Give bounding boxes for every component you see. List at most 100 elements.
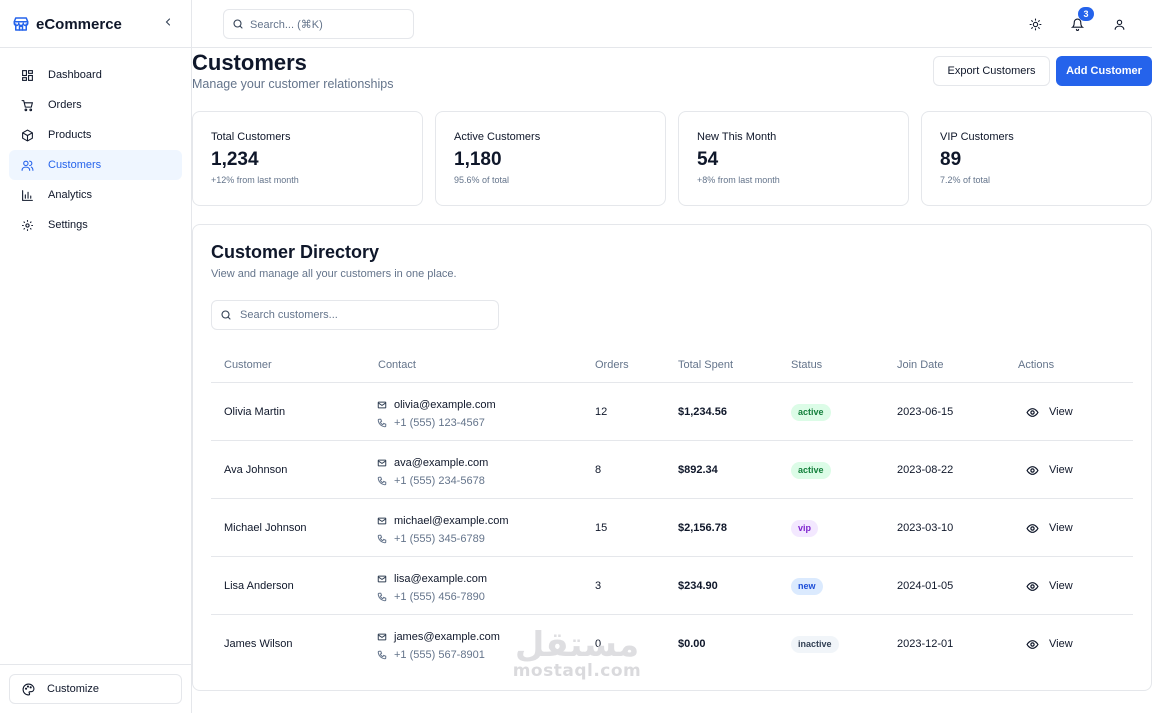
customer-email[interactable]: olivia@example.com bbox=[394, 399, 496, 411]
customer-search-input[interactable]: Search customers... bbox=[211, 300, 499, 330]
global-search-placeholder: Search... (⌘K) bbox=[250, 18, 323, 31]
stat-value: 89 bbox=[940, 149, 962, 170]
total-spent: $2,156.78 bbox=[678, 522, 727, 534]
join-date: 2023-08-22 bbox=[897, 464, 954, 476]
view-customer-button[interactable]: View bbox=[1026, 383, 1073, 441]
eye-icon bbox=[1026, 407, 1039, 417]
row-divider bbox=[211, 382, 1133, 383]
stat-note: +12% from last month bbox=[211, 175, 299, 185]
status-badge: active bbox=[791, 461, 831, 479]
column-header-status: Status bbox=[791, 359, 823, 371]
sidebar-nav: Dashboard Orders Products Customers Anal… bbox=[9, 60, 182, 240]
email-line: michael@example.com bbox=[377, 512, 509, 530]
contact-info: lisa@example.com +1 (555) 456-7890 bbox=[377, 570, 487, 606]
view-label: View bbox=[1049, 406, 1073, 418]
status-badge: inactive bbox=[791, 635, 839, 653]
stat-note: +8% from last month bbox=[697, 175, 780, 185]
notifications-button[interactable] bbox=[1069, 16, 1085, 32]
sidebar-item-label: Customers bbox=[48, 159, 102, 171]
view-label: View bbox=[1049, 580, 1073, 592]
column-header-actions: Actions bbox=[1018, 359, 1055, 371]
customer-email[interactable]: ava@example.com bbox=[394, 457, 489, 469]
view-customer-button[interactable]: View bbox=[1026, 615, 1073, 673]
customer-name: Michael Johnson bbox=[224, 522, 307, 534]
customer-email[interactable]: lisa@example.com bbox=[394, 573, 488, 585]
store-icon bbox=[13, 17, 29, 31]
sidebar-item-label: Dashboard bbox=[48, 69, 102, 81]
theme-toggle-button[interactable] bbox=[1027, 16, 1043, 32]
view-customer-button[interactable]: View bbox=[1026, 441, 1073, 499]
search-icon bbox=[221, 310, 231, 320]
customer-phone[interactable]: +1 (555) 234-5678 bbox=[394, 475, 485, 487]
mail-icon bbox=[377, 517, 387, 525]
stat-label: New This Month bbox=[697, 131, 777, 143]
status-badge: new bbox=[791, 577, 823, 595]
sidebar-item-customers[interactable]: Customers bbox=[9, 150, 182, 180]
user-menu-button[interactable] bbox=[1111, 16, 1127, 32]
customer-name: Lisa Anderson bbox=[224, 580, 294, 592]
sidebar-item-settings[interactable]: Settings bbox=[9, 210, 182, 240]
sidebar-bottom-divider bbox=[0, 664, 191, 665]
table-row: Lisa Anderson lisa@example.com +1 (555) 45… bbox=[193, 557, 1151, 615]
column-header-orders: Orders bbox=[595, 359, 629, 371]
email-line: olivia@example.com bbox=[377, 396, 496, 414]
eye-icon bbox=[1026, 523, 1039, 533]
sidebar-item-orders[interactable]: Orders bbox=[9, 90, 182, 120]
customer-phone[interactable]: +1 (555) 567-8901 bbox=[394, 649, 485, 661]
customer-phone[interactable]: +1 (555) 456-7890 bbox=[394, 591, 485, 603]
row-divider bbox=[211, 556, 1133, 557]
stat-note: 7.2% of total bbox=[940, 175, 991, 185]
add-customer-button[interactable]: Add Customer bbox=[1056, 56, 1152, 86]
stat-note: 95.6% of total bbox=[454, 175, 510, 185]
sidebar-item-analytics[interactable]: Analytics bbox=[9, 180, 182, 210]
sidebar-item-products[interactable]: Products bbox=[9, 120, 182, 150]
view-label: View bbox=[1049, 464, 1073, 476]
order-count: 0 bbox=[595, 638, 602, 650]
view-label: View bbox=[1049, 522, 1073, 534]
view-customer-button[interactable]: View bbox=[1026, 499, 1073, 557]
row-divider bbox=[211, 498, 1133, 499]
sidebar-divider bbox=[0, 47, 191, 48]
sidebar-item-label: Settings bbox=[48, 219, 88, 231]
contact-info: ava@example.com +1 (555) 234-5678 bbox=[377, 454, 488, 490]
phone-line: +1 (555) 234-5678 bbox=[377, 472, 488, 490]
total-spent: $0.00 bbox=[678, 638, 706, 650]
dashboard-icon bbox=[22, 69, 33, 81]
stat-value: 1,234 bbox=[211, 149, 259, 170]
gear-icon bbox=[22, 219, 33, 231]
join-date: 2023-03-10 bbox=[897, 522, 954, 534]
brand[interactable]: eCommerce bbox=[12, 12, 122, 36]
sidebar: eCommerce Dashboard Orders Products Cust… bbox=[0, 0, 192, 713]
users-icon bbox=[21, 160, 34, 171]
customer-phone[interactable]: +1 (555) 123-4567 bbox=[394, 417, 485, 429]
contact-info: james@example.com +1 (555) 567-8901 bbox=[377, 628, 500, 664]
mail-icon bbox=[377, 633, 387, 641]
join-date: 2023-06-15 bbox=[897, 406, 954, 418]
export-customers-button[interactable]: Export Customers bbox=[933, 56, 1050, 86]
sidebar-item-dashboard[interactable]: Dashboard bbox=[9, 60, 182, 90]
stat-card-vip-customers: VIP Customers 89 7.2% of total bbox=[921, 111, 1152, 206]
stat-value: 1,180 bbox=[454, 149, 502, 170]
global-search-input[interactable]: Search... (⌘K) bbox=[223, 9, 414, 39]
mail-icon bbox=[377, 575, 387, 583]
customize-button[interactable]: Customize bbox=[9, 674, 182, 704]
customer-directory-card: Customer Directory View and manage all y… bbox=[192, 224, 1152, 691]
customer-email[interactable]: michael@example.com bbox=[394, 515, 509, 527]
view-customer-button[interactable]: View bbox=[1026, 557, 1073, 615]
customer-email[interactable]: james@example.com bbox=[394, 631, 500, 643]
phone-icon bbox=[377, 476, 387, 486]
table-row: Ava Johnson ava@example.com +1 (555) 234-5… bbox=[193, 441, 1151, 499]
customer-phone[interactable]: +1 (555) 345-6789 bbox=[394, 533, 485, 545]
customer-name: Olivia Martin bbox=[224, 406, 286, 418]
notification-count-badge: 3 bbox=[1078, 7, 1094, 21]
view-label: View bbox=[1049, 638, 1073, 650]
customer-search-placeholder: Search customers... bbox=[240, 309, 338, 321]
phone-icon bbox=[377, 592, 387, 602]
collapse-sidebar-button[interactable] bbox=[160, 14, 176, 30]
mail-icon bbox=[377, 459, 387, 467]
phone-icon bbox=[377, 418, 387, 428]
page-subtitle: Manage your customer relationships bbox=[192, 77, 394, 91]
stat-value: 54 bbox=[697, 149, 719, 170]
order-count: 8 bbox=[595, 464, 602, 476]
customize-label: Customize bbox=[47, 683, 99, 695]
